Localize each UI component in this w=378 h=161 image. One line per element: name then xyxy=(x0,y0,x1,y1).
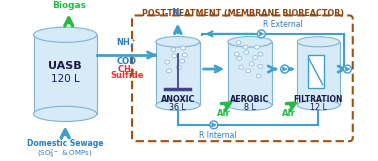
Ellipse shape xyxy=(253,56,257,60)
Bar xyxy=(308,55,324,88)
Ellipse shape xyxy=(243,45,248,49)
Ellipse shape xyxy=(156,100,200,110)
Circle shape xyxy=(210,121,218,129)
Text: AEROBIC: AEROBIC xyxy=(230,95,270,104)
Ellipse shape xyxy=(244,50,249,54)
Ellipse shape xyxy=(180,59,184,63)
Text: Biogas: Biogas xyxy=(52,1,86,10)
Ellipse shape xyxy=(239,65,243,69)
Polygon shape xyxy=(283,67,287,71)
Ellipse shape xyxy=(176,65,181,69)
Text: 36 L: 36 L xyxy=(169,103,186,112)
Polygon shape xyxy=(345,67,350,71)
Text: COD: COD xyxy=(117,57,137,66)
Polygon shape xyxy=(259,32,264,36)
Ellipse shape xyxy=(237,57,242,61)
Ellipse shape xyxy=(156,37,200,47)
Bar xyxy=(34,35,97,114)
Text: R Internal: R Internal xyxy=(200,132,237,141)
Text: Air: Air xyxy=(282,109,296,118)
Ellipse shape xyxy=(249,62,254,66)
Ellipse shape xyxy=(258,64,263,68)
Bar xyxy=(228,42,272,105)
Circle shape xyxy=(257,30,265,38)
Ellipse shape xyxy=(172,54,177,58)
Ellipse shape xyxy=(34,27,97,42)
Ellipse shape xyxy=(234,52,239,56)
Ellipse shape xyxy=(258,52,263,56)
Polygon shape xyxy=(212,123,216,127)
Text: Domestic Sewage: Domestic Sewage xyxy=(27,139,104,148)
Text: N$_2$: N$_2$ xyxy=(171,6,184,19)
Ellipse shape xyxy=(256,74,261,78)
Text: 8 L: 8 L xyxy=(244,103,256,112)
Text: ANOXIC: ANOXIC xyxy=(161,95,195,104)
Text: Air: Air xyxy=(217,109,230,118)
Text: R External: R External xyxy=(263,20,303,29)
Text: UASB: UASB xyxy=(48,62,82,71)
Ellipse shape xyxy=(34,106,97,122)
Text: POST-TREATMENT (MEMBRANE BIOREACTOR): POST-TREATMENT (MEMBRANE BIOREACTOR) xyxy=(142,9,344,18)
Ellipse shape xyxy=(254,45,259,49)
Text: FILTRATION: FILTRATION xyxy=(294,95,343,104)
Ellipse shape xyxy=(228,37,272,47)
Circle shape xyxy=(280,65,288,73)
Text: 120 L: 120 L xyxy=(51,74,80,84)
Ellipse shape xyxy=(183,53,187,57)
Bar xyxy=(297,42,339,105)
Text: CH$_4$: CH$_4$ xyxy=(118,64,136,76)
Ellipse shape xyxy=(246,69,251,73)
Ellipse shape xyxy=(297,100,339,110)
Text: NH$_4^+$: NH$_4^+$ xyxy=(116,36,138,51)
Ellipse shape xyxy=(297,37,339,47)
Text: (SO$_4^{2-}$ & OMPs): (SO$_4^{2-}$ & OMPs) xyxy=(37,148,93,161)
Ellipse shape xyxy=(181,46,186,50)
Ellipse shape xyxy=(167,69,171,73)
Ellipse shape xyxy=(165,60,170,64)
Bar xyxy=(156,42,200,105)
Text: Sulfide: Sulfide xyxy=(110,71,144,80)
Ellipse shape xyxy=(171,48,176,52)
Text: 12 L: 12 L xyxy=(310,103,327,112)
Ellipse shape xyxy=(236,41,241,45)
Ellipse shape xyxy=(228,100,272,110)
Circle shape xyxy=(344,65,352,73)
